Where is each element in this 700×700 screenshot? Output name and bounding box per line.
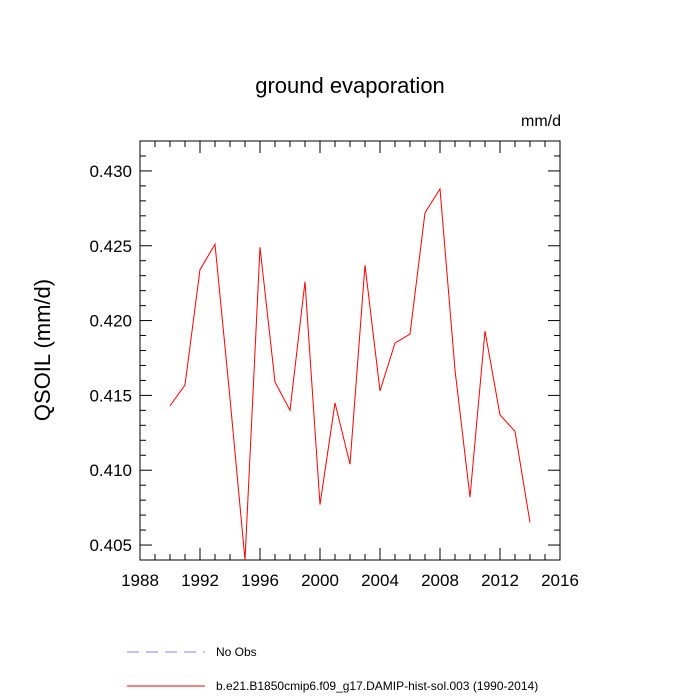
y-tick-label: 0.430	[89, 162, 132, 181]
y-tick-label: 0.415	[89, 386, 132, 405]
chart-title: ground evaporation	[255, 73, 445, 98]
x-tick-label: 2016	[541, 571, 579, 590]
x-tick-label: 2000	[301, 571, 339, 590]
x-tick-label: 1992	[181, 571, 219, 590]
y-tick-label: 0.410	[89, 461, 132, 480]
y-tick-label: 0.420	[89, 312, 132, 331]
x-tick-label: 2012	[481, 571, 519, 590]
x-tick-label: 2008	[421, 571, 459, 590]
axis-tick-labels: 1988 1992 1996 2000 2004 2008 2012 2016 0.405 0.4…	[89, 162, 578, 590]
x-tick-label: 1988	[121, 571, 159, 590]
legend-label: No Obs	[216, 645, 257, 659]
legend-label: b.e21.B1850cmip6.f09_g17.DAMIP-hist-sol.…	[216, 679, 538, 693]
y-tick-label: 0.425	[89, 237, 132, 256]
plot-frame	[139, 140, 561, 561]
legend: No Obs b.e21.B1850cmip6.f09_g17.DAMIP-his…	[127, 645, 538, 693]
series-line	[169, 187, 531, 561]
axis-ticks	[139, 140, 561, 561]
x-tick-label: 2004	[361, 571, 399, 590]
y-tick-label: 0.405	[89, 536, 132, 555]
x-tick-label: 1996	[241, 571, 279, 590]
units-label: mm/d	[521, 113, 561, 130]
y-axis-label: QSOIL (mm/d)	[30, 279, 55, 421]
series-layer	[169, 187, 531, 561]
